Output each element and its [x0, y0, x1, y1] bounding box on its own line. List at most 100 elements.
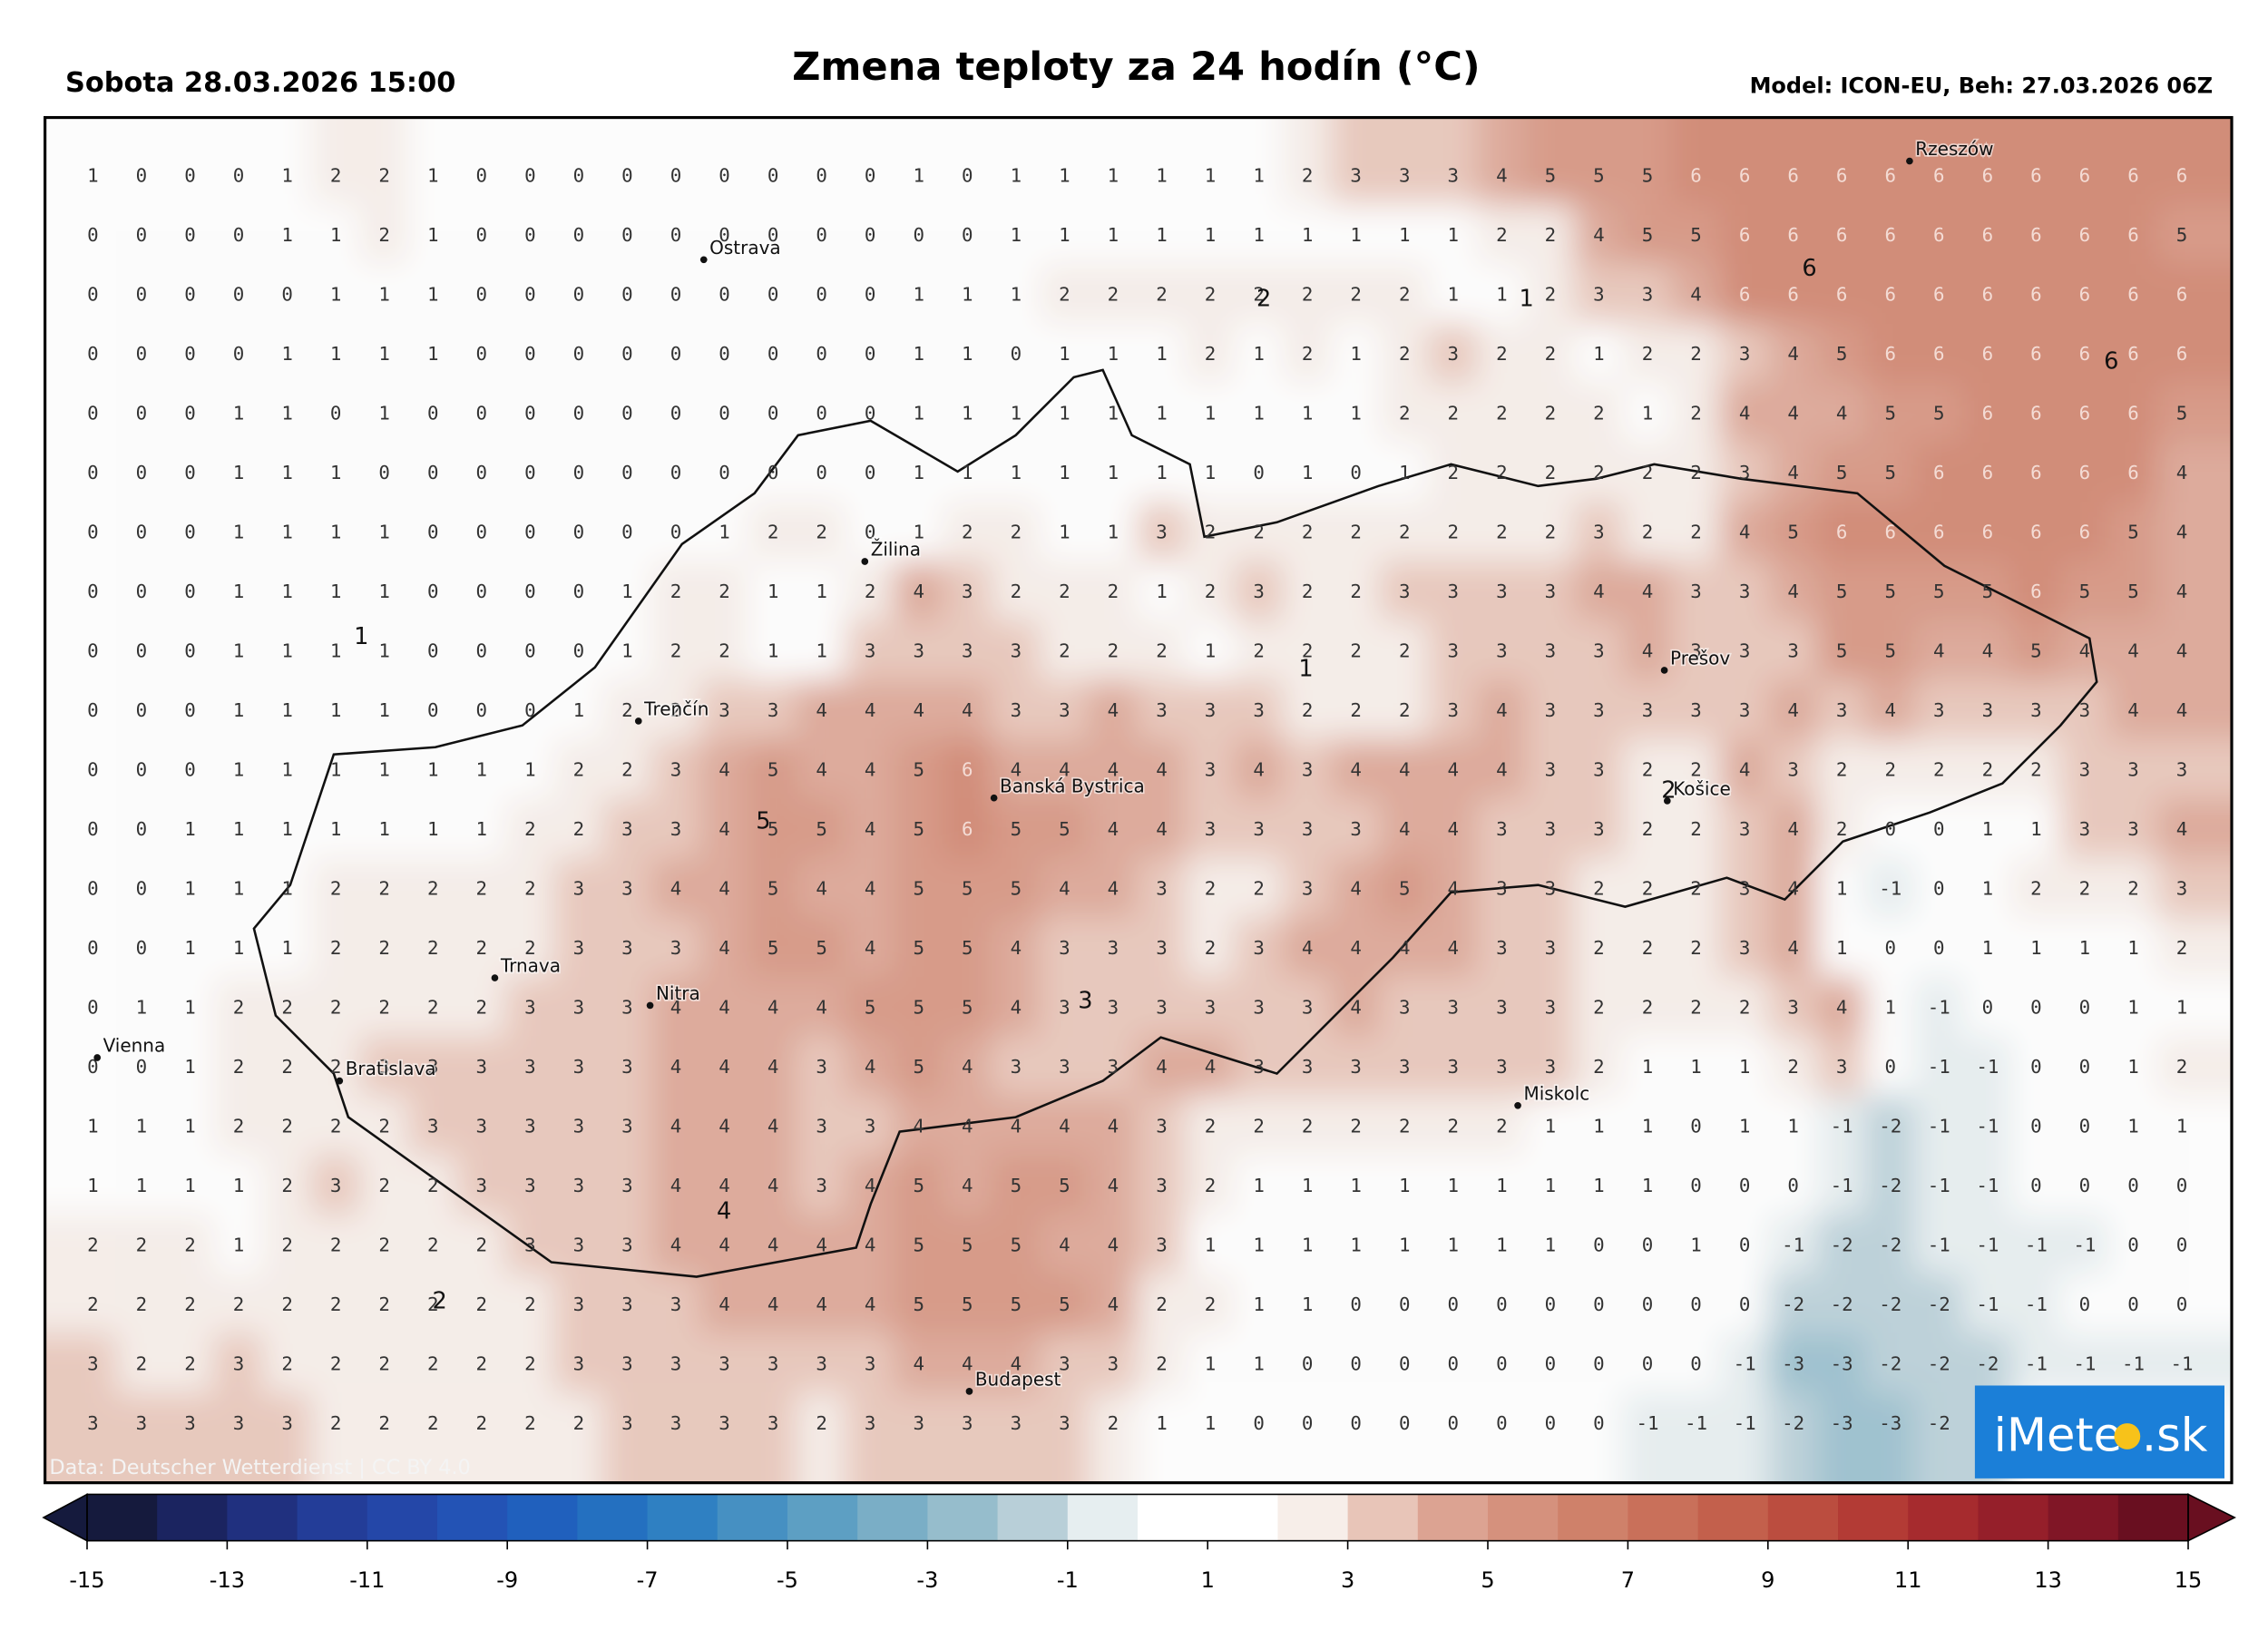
grid-value: 6 [2030, 462, 2042, 483]
field-cell [1282, 738, 1333, 801]
grid-value: 0 [1690, 1175, 1702, 1196]
grid-value: 2 [1496, 462, 1508, 483]
grid-value: 0 [1884, 1056, 1896, 1078]
grid-value: 0 [87, 640, 99, 662]
field-cell [1379, 976, 1430, 1039]
field-cell [1670, 501, 1722, 563]
grid-value: 5 [1933, 581, 1945, 602]
field-cell [2107, 561, 2159, 622]
grid-value: 4 [1642, 640, 1654, 662]
grid-value: 5 [913, 818, 924, 840]
grid-value: 2 [1787, 1056, 1799, 1078]
field-cell [601, 263, 653, 326]
grid-value: 1 [1350, 403, 1362, 425]
grid-value: 1 [1253, 1352, 1265, 1374]
field-cell [262, 1095, 313, 1157]
grid-value: 5 [1982, 581, 1994, 602]
grid-value: 2 [330, 1056, 342, 1078]
grid-value: -1 [1928, 997, 1950, 1019]
grid-value: 2 [1350, 640, 1362, 662]
grid-value: 0 [476, 165, 488, 187]
grid-value: 0 [2030, 1116, 2042, 1137]
grid-value: 6 [1982, 343, 1994, 365]
field-cell [1476, 117, 1527, 207]
field-cell [2156, 323, 2232, 385]
logo: iMete .sk [1974, 1385, 2224, 1479]
grid-value: 4 [1156, 818, 1168, 840]
grid-value: 3 [1836, 1056, 1848, 1078]
grid-value: 0 [281, 284, 293, 306]
field-cell [650, 738, 701, 801]
field-cell [991, 501, 1041, 563]
grid-value: 0 [816, 343, 827, 365]
field-cell [894, 1332, 944, 1395]
field-cell [1768, 323, 1819, 385]
field-cell [2010, 620, 2061, 682]
grid-value: 0 [2030, 997, 2042, 1019]
field-cell [1428, 1036, 1479, 1098]
field-cell [1768, 1036, 1819, 1098]
field-cell [1622, 679, 1673, 741]
grid-value: 2 [524, 1293, 536, 1315]
field-cell [1525, 1332, 1576, 1395]
field-cell [310, 738, 361, 801]
grid-value: 3 [573, 1116, 585, 1137]
grid-value: 0 [87, 343, 99, 365]
grid-value: 0 [87, 1056, 99, 1078]
city-dot [646, 1001, 654, 1010]
field-cell [2010, 1214, 2061, 1276]
field-cell [1185, 1214, 1236, 1276]
grid-value: -2 [1831, 1235, 1853, 1256]
grid-value: 1 [427, 818, 439, 840]
field-cell [991, 117, 1041, 207]
grid-value: 0 [476, 462, 488, 483]
grid-value: 0 [1739, 1293, 1751, 1315]
grid-value: 2 [1448, 403, 1460, 425]
field-cell [504, 1274, 555, 1335]
grid-value: 1 [1448, 224, 1460, 246]
grid-value: 3 [1739, 818, 1751, 840]
grid-value: 3 [816, 1116, 827, 1137]
grid-value: 1 [1108, 462, 1119, 483]
grid-value: 0 [524, 343, 536, 365]
field-cell [310, 204, 361, 266]
grid-value: -3 [1831, 1352, 1853, 1374]
field-cell [1573, 798, 1625, 860]
grid-value: 0 [136, 462, 148, 483]
grid-value: 1 [2127, 1056, 2139, 1078]
grid-value: 6 [1836, 165, 1848, 187]
grid-value: 3 [2127, 818, 2139, 840]
field-cell [2059, 857, 2110, 920]
field-cell [310, 917, 361, 979]
field-cell [1573, 117, 1625, 207]
grid-value: 2 [281, 1116, 293, 1137]
grid-value: 1 [330, 284, 342, 306]
field-cell [2156, 561, 2232, 622]
field-cell [1573, 1214, 1625, 1276]
grid-value: 1 [1156, 1412, 1168, 1434]
field-cell [1136, 323, 1188, 385]
grid-value: 5 [1011, 1293, 1022, 1315]
grid-value: 2 [1302, 581, 1314, 602]
field-cell [1428, 1332, 1479, 1395]
field-cell [116, 738, 167, 801]
field-cell [164, 976, 216, 1039]
field-cell [407, 857, 458, 920]
field-cell [699, 976, 750, 1039]
field-cell [1573, 917, 1625, 979]
grid-value: 1 [233, 403, 245, 425]
grid-value: 3 [1545, 699, 1557, 721]
field-cell [1039, 263, 1090, 326]
grid-value: 1 [281, 699, 293, 721]
grid-value: 3 [87, 1352, 99, 1374]
grid-value: 2 [670, 640, 682, 662]
grid-value: 1 [184, 878, 196, 900]
grid-value: 0 [1642, 1352, 1654, 1374]
field-cell [2107, 442, 2159, 503]
grid-value: 1 [1642, 1056, 1654, 1078]
field-cell [2107, 1274, 2159, 1335]
grid-value: 2 [1642, 878, 1654, 900]
field-cell [797, 1095, 847, 1157]
field-cell [601, 1036, 653, 1098]
grid-value: 1 [1350, 343, 1362, 365]
